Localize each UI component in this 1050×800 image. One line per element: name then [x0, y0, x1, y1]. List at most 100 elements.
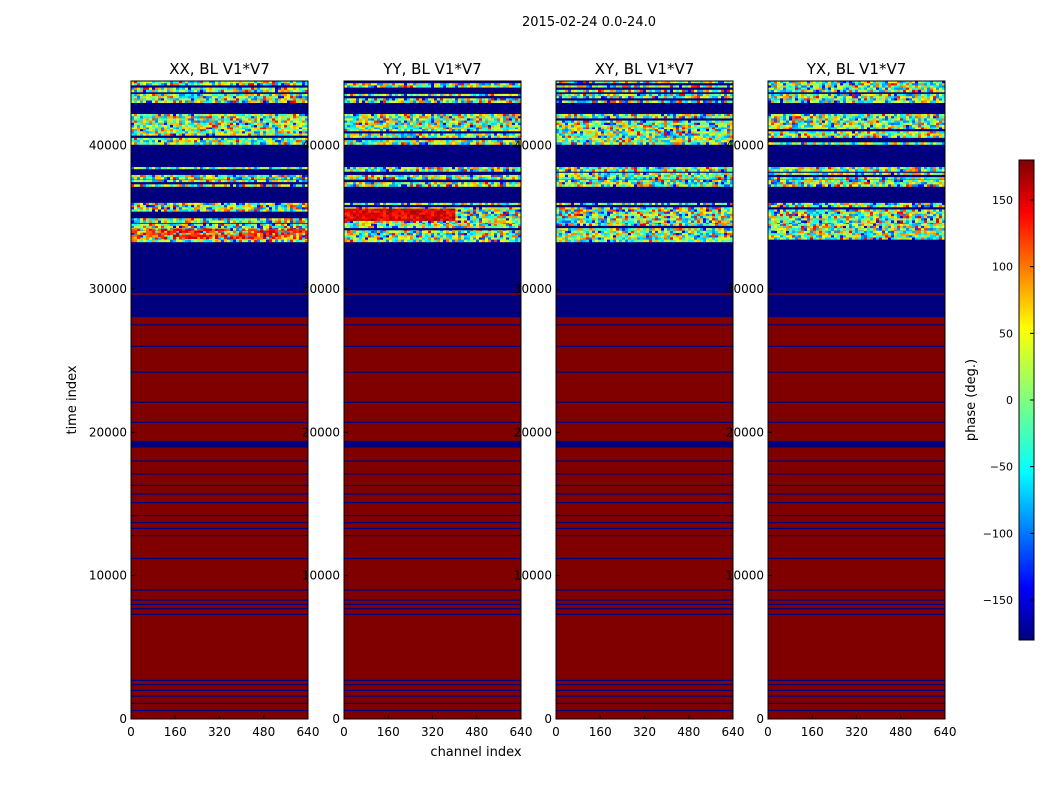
flag-line — [768, 421, 945, 423]
flag-line — [768, 599, 945, 601]
noise-band — [556, 81, 734, 93]
noise-band — [131, 93, 309, 104]
flag-line — [131, 421, 308, 423]
x-tick-label: 640 — [510, 725, 533, 739]
colorbar: −150 −100 −50 0 50 100 150 phase (deg.) — [964, 159, 1035, 641]
flag-line — [556, 684, 733, 686]
flag-line — [131, 589, 308, 591]
flag-line — [131, 557, 308, 560]
flag-line — [344, 534, 521, 537]
x-tick-label: 480 — [677, 725, 700, 739]
flag-line — [768, 689, 945, 692]
noise-band — [344, 167, 522, 172]
colorbar-tick-label: −50 — [990, 461, 1013, 474]
flag-line — [556, 293, 733, 295]
flag-line — [131, 608, 308, 610]
noise-band — [344, 113, 522, 128]
noise-band — [556, 113, 734, 128]
y-tick-label: 40000 — [726, 139, 764, 153]
colorbar-ticks: −150 −100 −50 0 50 100 150 — [983, 194, 1034, 607]
flag-line — [344, 522, 521, 524]
flag-line — [344, 557, 521, 560]
flag-line — [344, 689, 521, 692]
flag-line — [131, 603, 308, 606]
flag-line — [131, 484, 308, 487]
flag-line — [556, 473, 733, 475]
flag-line — [556, 324, 733, 326]
flag-line — [556, 493, 733, 495]
flag-line — [131, 522, 308, 524]
flag-line — [344, 514, 521, 517]
flag-line — [131, 534, 308, 537]
flag-line — [556, 460, 733, 462]
flag-line — [768, 557, 945, 560]
colorbar-tick-label: 150 — [992, 194, 1013, 207]
noise-band — [768, 93, 946, 104]
y-tick-label: 10000 — [726, 569, 764, 583]
panel-title: YY, BL V1*V7 — [382, 60, 481, 78]
y-tick-label: 20000 — [726, 425, 764, 439]
colorbar-tick-label: 100 — [992, 261, 1013, 274]
flag-line — [556, 527, 733, 530]
flag-line — [556, 502, 733, 504]
flag-line — [556, 371, 733, 373]
noise-band — [556, 228, 734, 243]
x-tick-label: 640 — [722, 725, 745, 739]
y-tick-label: 30000 — [89, 282, 127, 296]
noise-band — [344, 126, 522, 145]
flag-line — [556, 534, 733, 537]
flag-line — [344, 502, 521, 504]
y-tick-label: 30000 — [302, 282, 340, 296]
flag-line — [556, 599, 733, 601]
flag-line — [344, 679, 521, 681]
noise-band — [131, 202, 309, 223]
flag-line — [344, 493, 521, 495]
flag-line — [131, 371, 308, 373]
noise-band — [131, 179, 309, 187]
flag-line — [131, 689, 308, 692]
flag-line — [768, 679, 945, 681]
x-tick-label: 160 — [801, 725, 824, 739]
colorbar-label: phase (deg.) — [964, 359, 979, 441]
noise-band — [768, 167, 946, 172]
flag-line — [131, 514, 308, 517]
noise-band — [768, 202, 946, 223]
flag-line — [131, 401, 308, 403]
flag-line — [131, 493, 308, 495]
y-tick-label: 0 — [119, 712, 127, 726]
y-tick-label: 0 — [756, 712, 764, 726]
flag-line — [131, 345, 308, 347]
flag-line — [344, 527, 521, 530]
y-tick-label: 0 — [544, 712, 552, 726]
y-tick-label: 20000 — [89, 425, 127, 439]
y-tick-label: 30000 — [514, 282, 552, 296]
flag-line — [768, 493, 945, 495]
colorbar-tick-label: 50 — [999, 327, 1013, 340]
flag-line — [556, 557, 733, 560]
figure-title: 2015-02-24 0.0-24.0 — [522, 15, 656, 30]
noise-band — [556, 172, 734, 180]
panel-2: YY, BL V1*V7 0 160 320 480 640 0 10000 20000 3000… — [302, 60, 533, 739]
flag-line — [131, 613, 308, 616]
noise-band — [768, 113, 946, 128]
panel-3: XY, BL V1*V7 0 160 320 480 640 0 10000 20000 3000… — [514, 60, 745, 739]
flag-line — [556, 709, 733, 712]
noise-band — [131, 81, 309, 93]
region-phase-minus180 — [344, 243, 521, 318]
flag-line — [768, 401, 945, 403]
panels: XX, BL V1*V7 0 160 320 480 640 0 10000 20000 3000… — [89, 60, 957, 739]
panel-1: XX, BL V1*V7 0 160 320 480 640 0 10000 20000 3000… — [89, 60, 320, 739]
flag-line — [344, 684, 521, 686]
flag-line — [556, 514, 733, 517]
flag-line — [768, 522, 945, 524]
x-tick-label: 640 — [297, 725, 320, 739]
flag-line — [556, 702, 733, 704]
flag-line — [131, 502, 308, 504]
flag-line — [131, 709, 308, 712]
flag-line — [768, 514, 945, 517]
noise-band — [344, 228, 522, 243]
flag-line — [556, 613, 733, 616]
flag-line — [344, 599, 521, 601]
flag-line — [131, 679, 308, 681]
flag-line — [344, 345, 521, 347]
